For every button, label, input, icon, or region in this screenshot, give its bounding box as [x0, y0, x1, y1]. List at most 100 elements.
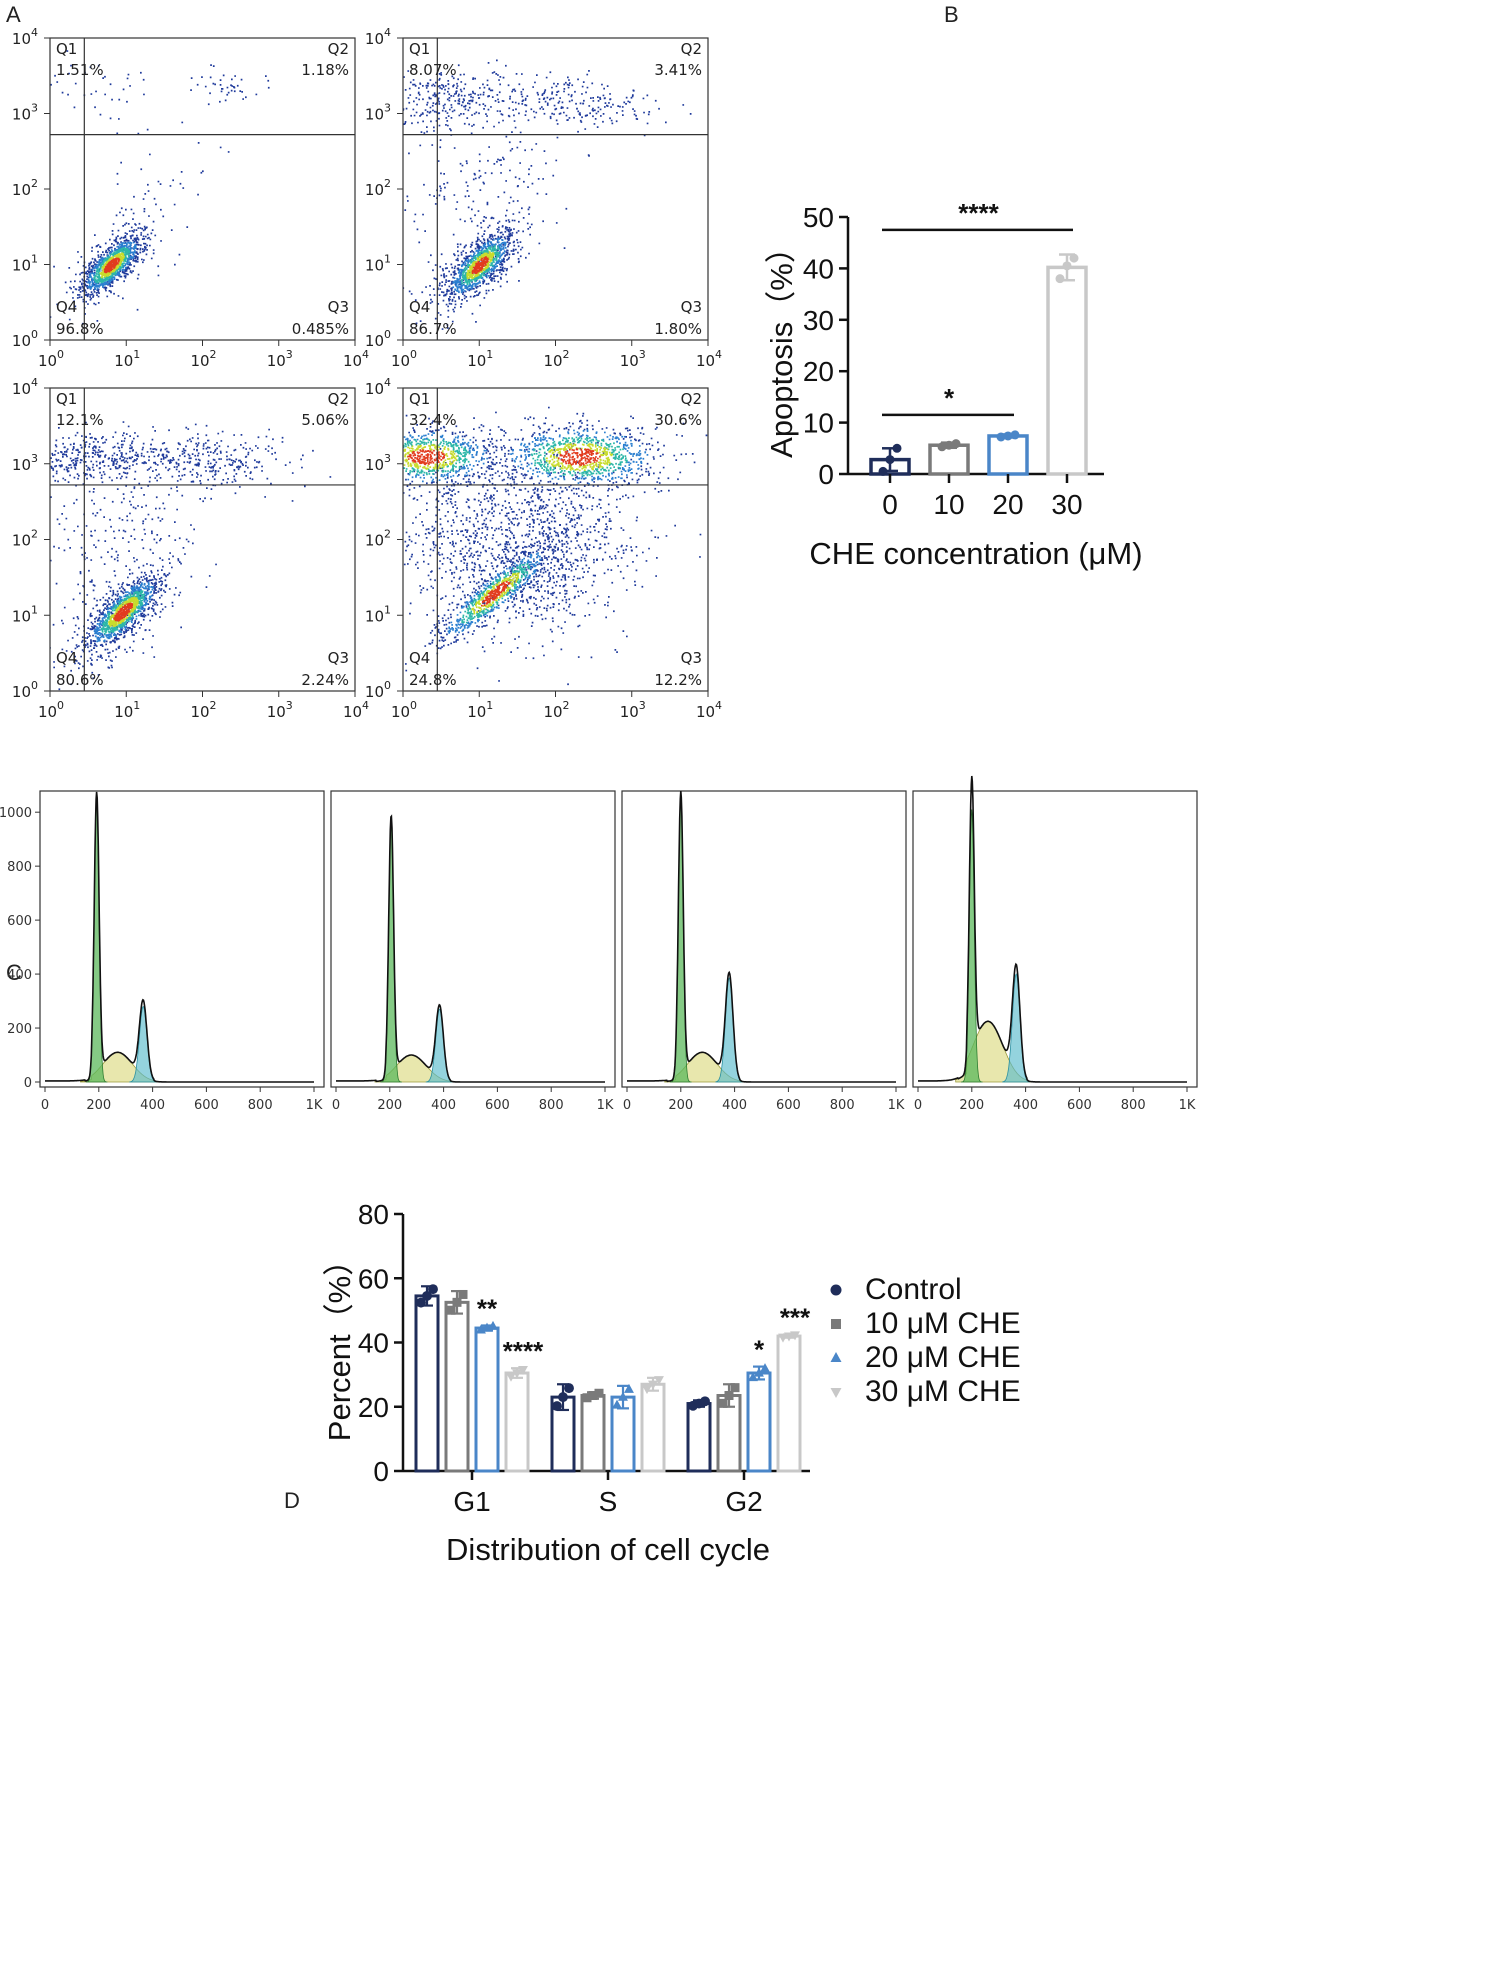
marker-square [724, 1391, 734, 1401]
x-tick-label: 600 [194, 1098, 219, 1113]
marker-square [458, 1289, 468, 1299]
quadrant-q3: 1.80% [654, 320, 702, 338]
y-tick-label: 104 [365, 26, 391, 48]
data-point [937, 442, 947, 452]
dots-c [403, 436, 628, 624]
x-tick-label: 104 [696, 699, 722, 721]
x-axis-label: CHE concentration (μM) [809, 536, 1142, 571]
x-tick-label: 100 [38, 348, 64, 370]
marker-circle [830, 1284, 842, 1296]
y-tick-label: 102 [365, 528, 391, 550]
x-tick-label: 600 [485, 1098, 510, 1113]
dot-cloud [50, 421, 332, 691]
x-tick-label: 102 [190, 699, 216, 721]
significance-label: * [754, 1335, 765, 1365]
marker-triangle-up [624, 1383, 634, 1393]
quadrant-q4: 86.7% [409, 320, 457, 338]
marker-triangle-down [512, 1369, 522, 1379]
y-tick-label: 104 [12, 376, 38, 398]
y-tick-label: 102 [12, 528, 38, 550]
marker-triangle-up [830, 1352, 842, 1362]
x-tick-label: 200 [668, 1098, 693, 1113]
marker-square [831, 1319, 841, 1329]
marker-square [730, 1383, 740, 1393]
y-axis-label: Percent（%） [322, 1245, 357, 1441]
envelope-curve [336, 814, 605, 1083]
x-tick-label: 0 [882, 489, 898, 520]
x-tick-label: 1K [306, 1098, 323, 1113]
y-tick-label: 103 [12, 452, 38, 474]
bar-G1-30-μM-CHE [504, 1371, 530, 1473]
marker-square [588, 1391, 598, 1401]
y-tick-label: 1000 [0, 806, 32, 821]
dots-b [403, 406, 708, 686]
data-point [1062, 261, 1072, 271]
quadrant-q1-label: Q1 [409, 390, 430, 408]
quadrant-q3: 2.24% [301, 671, 349, 689]
y-tick-label: 100 [365, 679, 391, 701]
marker-triangle-down [506, 1372, 516, 1382]
legend-label: 30 μM CHE [865, 1375, 1021, 1408]
histogram-4: 0 200 400 600 800 1K [912, 775, 1198, 1113]
dots-rd [407, 448, 601, 607]
y-tick-label: 60 [358, 1263, 389, 1294]
y-tick-label: 102 [12, 177, 38, 199]
x-tick-label: 101 [114, 699, 140, 721]
data-point [885, 455, 895, 465]
x-tick-label: 102 [543, 699, 569, 721]
bar-G1-10-μM-CHE [444, 1300, 470, 1473]
x-tick-label: 600 [776, 1098, 801, 1113]
y-tick-label: 101 [12, 253, 38, 275]
bar-G2-Control [686, 1402, 712, 1473]
y-tick-label: 100 [12, 328, 38, 350]
dots-y [108, 596, 139, 627]
marker-square [446, 1305, 456, 1315]
x-tick-label: 101 [114, 348, 140, 370]
y-tick-label: 0 [24, 1076, 32, 1091]
histogram-3: 0 200 400 600 800 1K [621, 790, 907, 1113]
y-tick-label: 30 [803, 305, 834, 336]
y-tick-label: 200 [7, 1022, 32, 1037]
significance-label: **** [503, 1336, 544, 1366]
quadrant-q2-label: Q2 [681, 390, 702, 408]
y-tick-label: 600 [7, 914, 32, 929]
x-tick-label: 10 [933, 489, 964, 520]
marker-triangle-down [790, 1331, 800, 1341]
marker-triangle-down [642, 1385, 652, 1395]
marker-circle [428, 1284, 438, 1295]
quadrant-q1-label: Q1 [409, 40, 430, 58]
quadrant-q2: 3.41% [654, 61, 702, 79]
panel-c-cell-cycle-histograms: 0 200 400 600 800 1K 0 200 400 600 800 1000 0 200 400 6… [0, 775, 1198, 1113]
quadrant-q4-label: Q4 [56, 298, 77, 316]
y-tick-label: 0 [373, 1456, 389, 1487]
x-tick-label: 0 [41, 1098, 49, 1113]
dots-rd [471, 256, 489, 274]
quadrant-q1: 32.4% [409, 411, 457, 429]
dot-plot-1: 100 101 102 103 104 100 101 102 103 104 Q1 1.51% Q2 1… [12, 26, 369, 370]
quadrant-q1: 1.51% [56, 61, 104, 79]
dots-c [460, 245, 500, 286]
data-point [1069, 253, 1079, 263]
x-tick-label: 1K [888, 1098, 905, 1113]
y-tick-label: 400 [7, 968, 32, 983]
y-tick-label: 103 [365, 102, 391, 124]
bar-G1-Control [414, 1294, 440, 1473]
quadrant-q3-label: Q3 [328, 298, 349, 316]
marker-circle [700, 1396, 710, 1407]
dot-plot-2: 100 101 102 103 104 100 101 102 103 104 Q1 8.07% Q2 3… [365, 26, 722, 370]
quadrant-q2: 5.06% [301, 411, 349, 429]
quadrant-q3-label: Q3 [681, 649, 702, 667]
data-point [1055, 274, 1065, 284]
quadrant-q1-label: Q1 [56, 390, 77, 408]
x-tick-label: 200 [377, 1098, 402, 1113]
quadrant-q2-label: Q2 [681, 40, 702, 58]
dot-plot-3: 100 101 102 103 104 100 101 102 103 104 Q1 12.1% Q2 5… [12, 376, 369, 721]
x-tick-label: 100 [391, 699, 417, 721]
g1-phase-fit [961, 809, 983, 1083]
marker-circle [558, 1392, 568, 1403]
x-tick-label: 104 [343, 699, 369, 721]
marker-square [452, 1297, 462, 1307]
quadrant-q2: 1.18% [301, 61, 349, 79]
